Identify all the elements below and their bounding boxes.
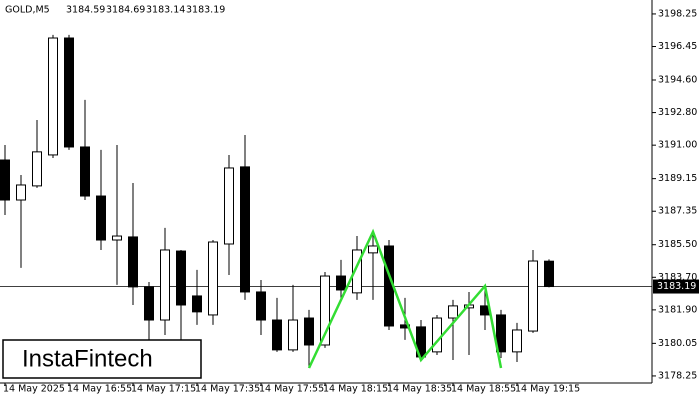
y-tick-label: 3181.90 [658,304,697,315]
x-tick-label: 14 May 18:15 [323,384,388,395]
header-low: 3183.14 [146,5,185,16]
y-tick-label: 3189.15 [658,173,697,184]
header-close: 3183.19 [186,5,225,16]
y-tick-label: 3192.80 [658,107,697,118]
x-tick-label: 14 May 2025 [3,384,65,395]
y-tick-label: 3178.25 [658,370,697,381]
candle-body [176,250,186,306]
y-tick-label: 3196.45 [658,41,697,52]
candle-body [336,275,346,291]
candle-body [304,317,314,346]
candle-body [48,37,58,156]
symbol: GOLD,M5 [5,5,50,16]
price-label: 3183.19 [657,281,696,292]
candle-body [368,245,378,254]
y-tick-label: 3183.70 [658,272,697,283]
x-tick-label: 14 May 17:55 [259,384,324,395]
candle-body [208,241,218,316]
pattern-line [307,228,503,369]
candle-body [32,151,42,187]
candle-body [320,275,330,346]
candle-body [272,319,282,351]
candle-body [144,286,154,321]
y-tick-label: 3180.05 [658,338,697,349]
header-open: 3184.59 [66,5,105,16]
x-tick-label: 14 May 17:15 [131,384,196,395]
candle-body [16,184,26,201]
candle-body [64,37,74,148]
candle-body [352,249,362,294]
price-label-box [653,279,699,294]
x-tick-label: 14 May 16:55 [67,384,132,395]
candle-body [512,329,522,353]
candle-body [256,291,266,321]
x-tick-label: 14 May 18:35 [387,384,452,395]
candle-body [128,236,138,288]
candle-body [528,260,538,332]
x-tick-label: 14 May 19:15 [515,384,580,395]
candle-body [112,235,122,241]
y-tick-label: 3198.25 [658,8,697,19]
candle-body [80,146,90,197]
candle-body [544,260,554,288]
candle-body [288,319,298,351]
y-tick-label: 3194.60 [658,75,697,86]
y-tick-label: 3191.00 [658,140,697,151]
candle-body [224,167,234,245]
candle-body [240,166,250,293]
x-tick-label: 14 May 17:35 [195,384,260,395]
candle-body [0,159,10,201]
y-tick-label: 3187.35 [658,206,697,217]
x-tick-label: 14 May 18:55 [451,384,516,395]
logo-box [2,339,202,379]
y-tick-label: 3185.50 [658,239,697,250]
candle-body [192,295,202,313]
candle-body [160,249,170,321]
candle-body [496,314,506,353]
candle-body [96,195,106,241]
header-high: 3184.69 [106,5,145,16]
candle-body [448,305,458,319]
logo: InstaFintech [22,345,153,372]
